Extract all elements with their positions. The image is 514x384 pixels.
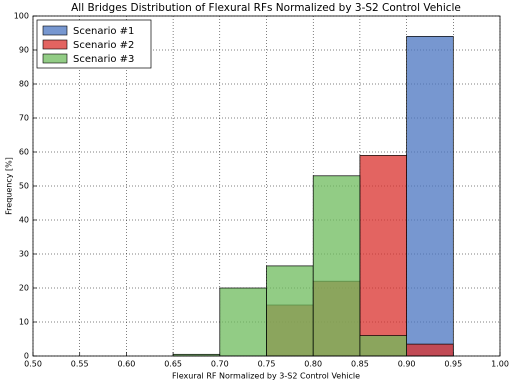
y-tick-label: 30 [19, 250, 29, 259]
y-tick-label: 100 [14, 12, 29, 21]
bar [406, 36, 454, 357]
chart-title: All Bridges Distribution of Flexural RFs… [71, 2, 461, 14]
y-tick-label: 70 [19, 114, 29, 123]
y-tick-label: 40 [19, 216, 29, 225]
x-tick-label: 1.00 [491, 360, 509, 369]
x-tick-label: 0.95 [444, 360, 462, 369]
legend-swatch [42, 53, 68, 64]
x-tick-label: 0.65 [164, 360, 182, 369]
x-tick-label: 0.90 [398, 360, 416, 369]
bar [219, 287, 267, 357]
y-axis-label: Frequency [%] [5, 157, 14, 215]
y-tick-label: 90 [19, 46, 29, 55]
x-tick-label: 0.70 [211, 360, 229, 369]
x-tick-label: 0.80 [304, 360, 322, 369]
x-tick-label: 0.60 [117, 360, 135, 369]
legend-label: Scenario #3 [73, 54, 134, 65]
bar [266, 265, 314, 357]
legend-label: Scenario #1 [73, 26, 134, 37]
y-tick-label: 0 [24, 352, 29, 361]
plot-frame [32, 15, 501, 357]
y-tick-label: 80 [19, 80, 29, 89]
y-tick-label: 20 [19, 284, 29, 293]
bar [359, 335, 407, 357]
x-axis-label: Flexural RF Normalized by 3-S2 Control V… [172, 372, 360, 381]
y-tick-label: 50 [19, 182, 29, 191]
bar [312, 175, 361, 357]
x-tick-label: 0.85 [351, 360, 369, 369]
x-tick-label: 0.50 [24, 360, 42, 369]
x-tick-label: 0.55 [71, 360, 89, 369]
legend-label: Scenario #2 [73, 40, 134, 51]
legend-swatch [42, 39, 68, 50]
legend: Scenario #1 Scenario #2 Scenario #3 [36, 19, 152, 69]
y-tick-label: 10 [19, 318, 29, 327]
x-tick-label: 0.75 [258, 360, 276, 369]
bar [406, 343, 454, 357]
legend-swatch [42, 25, 68, 36]
y-tick-label: 60 [19, 148, 29, 157]
bar [359, 155, 407, 357]
